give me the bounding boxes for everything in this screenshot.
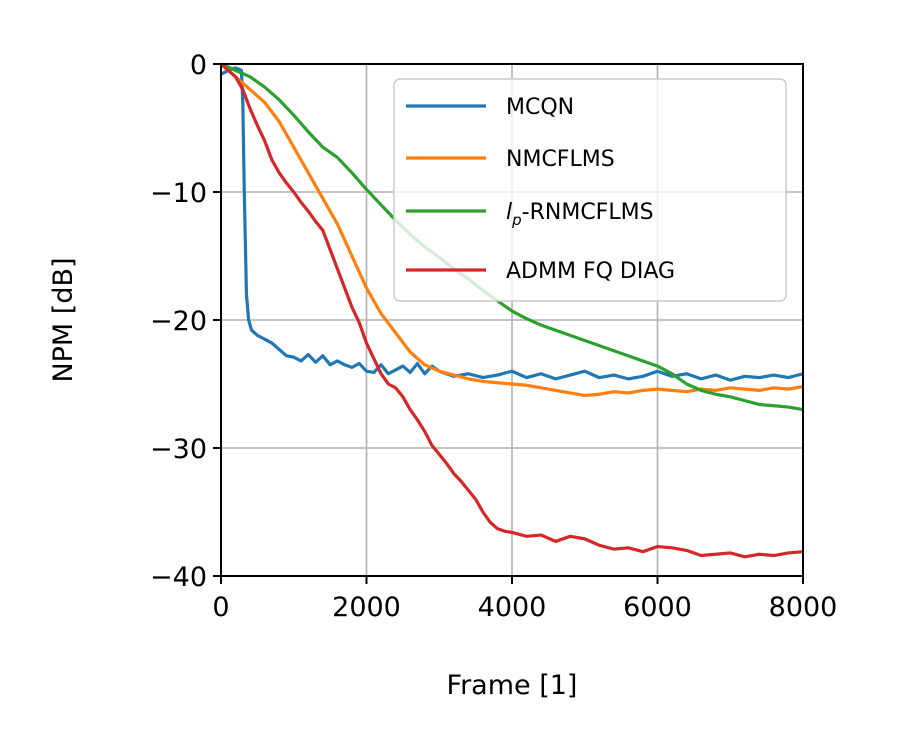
series-line-nmcflms bbox=[219, 62, 804, 398]
legend-label-lp-rest: -RNMCFLMS bbox=[522, 200, 654, 225]
plot-series bbox=[219, 62, 804, 559]
y-tick-label: −40 bbox=[150, 562, 207, 593]
x-tick-label: 2000 bbox=[332, 592, 401, 623]
legend-label-lp-main: l bbox=[506, 200, 512, 225]
legend-label-admm-fq-diag: ADMM FQ DIAG bbox=[506, 259, 675, 284]
x-tick-label: 8000 bbox=[769, 592, 838, 623]
y-tick-label: −20 bbox=[150, 306, 207, 337]
y-axis-label: NPM [dB] bbox=[48, 257, 79, 382]
legend-label-mcqn: MCQN bbox=[506, 95, 574, 120]
ticks: 0 2000 4000 6000 8000 0 −10 −20 −30 −40 bbox=[150, 50, 837, 623]
legend-label-lp-sub: p bbox=[511, 211, 522, 229]
legend-box bbox=[393, 78, 787, 302]
x-axis-label: Frame [1] bbox=[447, 670, 578, 701]
series-line-admm-fq-diag bbox=[219, 62, 804, 559]
legend-label-lp-rnmcflms: lp-RNMCFLMS bbox=[506, 200, 654, 229]
y-tick-label: 0 bbox=[190, 50, 207, 81]
legend-label-nmcflms: NMCFLMS bbox=[506, 147, 615, 172]
series-line-lp-rnmcflms bbox=[220, 62, 804, 412]
legend: MCQN NMCFLMS lp-RNMCFLMS ADMM FQ DIAG bbox=[393, 78, 787, 302]
y-tick-label: −30 bbox=[150, 434, 207, 465]
x-tick-label: 0 bbox=[212, 592, 229, 623]
x-tick-label: 6000 bbox=[623, 592, 692, 623]
x-tick-label: 4000 bbox=[478, 592, 547, 623]
series-line-mcqn bbox=[220, 66, 804, 382]
y-tick-label: −10 bbox=[150, 178, 207, 209]
